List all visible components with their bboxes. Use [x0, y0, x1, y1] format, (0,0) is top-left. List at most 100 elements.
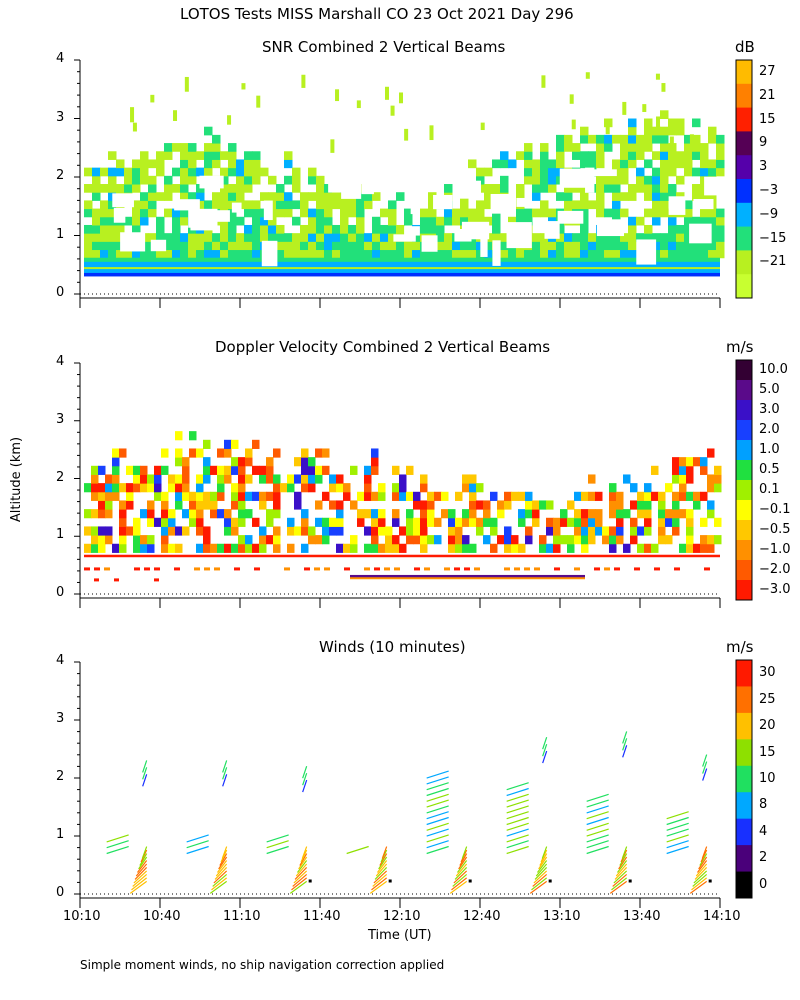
doppler-cell [686, 474, 694, 484]
snr-cell [708, 192, 717, 201]
doppler-cell [658, 500, 666, 510]
doppler-cell [91, 543, 99, 553]
snr-cell [636, 233, 645, 242]
doppler-cell [371, 543, 379, 553]
doppler-cell [91, 483, 99, 493]
wind-barb [212, 873, 228, 887]
doppler-cell [196, 491, 204, 501]
doppler-cell [217, 483, 225, 493]
snr-cell [284, 192, 293, 201]
doppler-cell [651, 543, 659, 553]
doppler-cell [672, 500, 680, 510]
wind-barb [372, 873, 388, 887]
doppler-cell [357, 517, 365, 527]
snr-cell [356, 224, 365, 234]
doppler-cell [336, 526, 344, 536]
doppler-cell [168, 517, 176, 527]
snr-cell [580, 200, 589, 210]
snr-cell [308, 249, 317, 259]
wind-barb [369, 880, 388, 894]
snr-cell [236, 216, 245, 226]
snr-cell [540, 167, 549, 177]
doppler-cell [196, 509, 204, 519]
doppler-cell [413, 526, 421, 536]
snr-speck [656, 116, 661, 129]
snr-cell [220, 224, 229, 234]
snr-gap [112, 193, 134, 208]
wind-barb [451, 877, 468, 891]
snr-cell [332, 192, 341, 201]
snr-cell [188, 151, 197, 160]
doppler-cell [378, 509, 386, 519]
snr-cell [716, 233, 725, 242]
snr-cell [556, 134, 565, 144]
snr-cell [148, 159, 157, 169]
snr-cell [340, 208, 349, 218]
doppler-dash [454, 567, 460, 571]
snr-speck [605, 121, 610, 135]
snr-cell [540, 200, 549, 210]
y-tick-label: 4 [56, 51, 65, 66]
wind-barb [620, 849, 628, 863]
doppler-cell [224, 543, 232, 553]
doppler-cell [553, 517, 561, 527]
snr-cell [388, 224, 397, 234]
snr-gap [263, 200, 273, 221]
snr-speck [150, 94, 155, 103]
snr-cell [500, 175, 509, 185]
doppler-cell [574, 526, 582, 536]
doppler-dash [254, 567, 260, 571]
doppler-cell [252, 517, 260, 527]
snr-cell [500, 159, 509, 169]
colorbar-frame [735, 359, 753, 601]
colorbar-swatch [736, 871, 752, 899]
snr-cell [140, 216, 149, 226]
snr-cell [228, 151, 237, 160]
snr-cell [684, 216, 693, 226]
snr-cell [108, 208, 117, 218]
snr-cell [228, 224, 237, 234]
snr-cell [628, 192, 637, 201]
wind-barb [586, 845, 609, 855]
doppler-cell [147, 509, 155, 519]
snr-cell [172, 224, 181, 234]
snr-cell [692, 118, 701, 128]
snr-cell [244, 233, 253, 242]
doppler-cell [224, 526, 232, 536]
snr-cell [396, 192, 405, 201]
snr-cell [524, 167, 533, 177]
snr-cell [564, 233, 573, 242]
wind-barb [506, 816, 529, 826]
snr-cell [164, 241, 173, 251]
snr-gap [492, 240, 501, 266]
colorbar-swatch [736, 580, 752, 601]
doppler-cell [182, 474, 190, 484]
x-tick-label: 11:40 [303, 909, 341, 924]
snr-cell [668, 224, 677, 234]
colorbar-tick-label: 27 [759, 63, 776, 79]
doppler-cell [161, 517, 169, 527]
doppler-cell [420, 517, 428, 527]
doppler-cell [175, 500, 183, 510]
colorbar-tick-label: 30 [759, 665, 776, 681]
snr-cell [492, 224, 501, 234]
doppler-cell [336, 483, 344, 493]
doppler-cell [217, 543, 225, 553]
snr-cell [660, 159, 669, 169]
doppler-cell [637, 526, 645, 536]
doppler-cell [532, 517, 540, 527]
doppler-cell [672, 457, 680, 467]
wind-barb [541, 846, 548, 859]
snr-cell [372, 249, 381, 259]
doppler-cell [119, 448, 127, 458]
doppler-cell [84, 526, 92, 536]
snr-cell [708, 208, 717, 218]
doppler-cell [196, 526, 204, 536]
wind-barb [586, 840, 609, 849]
snr-cell [564, 184, 573, 193]
doppler-cell [350, 535, 358, 545]
snr-cell [116, 159, 125, 169]
wind-barb [376, 860, 388, 873]
snr-cell [556, 241, 565, 251]
snr-cell [540, 159, 549, 169]
